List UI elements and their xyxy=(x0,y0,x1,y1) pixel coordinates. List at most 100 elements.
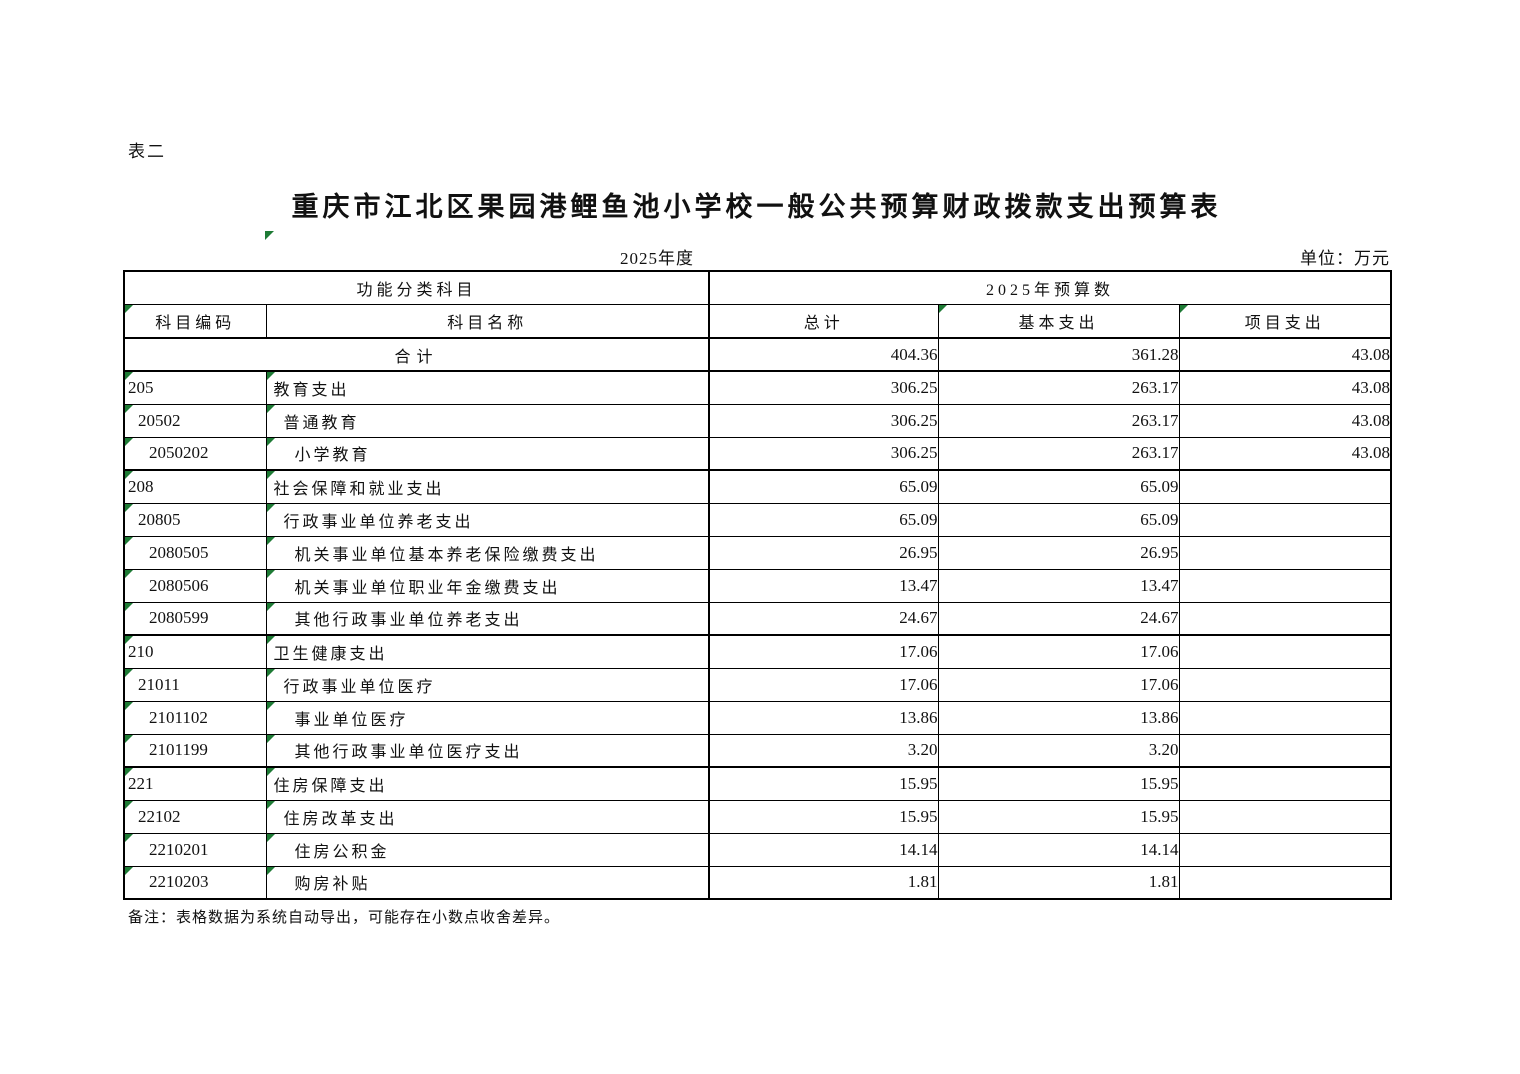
error-indicator-icon xyxy=(267,438,275,446)
col-header-total-label: 总计 xyxy=(803,314,844,332)
error-indicator-icon xyxy=(267,735,275,743)
basic-expense-value-cell: 17.06 xyxy=(937,634,1180,669)
table-row: 2080599 其他行政事业单位养老支出 24.67 24.67 xyxy=(123,601,1392,636)
subject-code-cell: 221 xyxy=(123,766,267,801)
error-indicator-icon xyxy=(267,405,275,413)
table-row: 2210203 购房补贴 1.81 1.81 xyxy=(123,865,1392,900)
total-value: 14.14 xyxy=(899,839,938,859)
subject-name: 普通教育 xyxy=(283,414,360,432)
error-indicator-icon xyxy=(267,537,275,545)
project-expense-value-cell xyxy=(1178,601,1392,636)
total-value: 17.06 xyxy=(899,641,938,661)
subject-name-cell: 行政事业单位医疗 xyxy=(265,667,710,702)
basic-expense-value: 263.17 xyxy=(1131,410,1179,430)
error-indicator-icon xyxy=(939,305,947,313)
basic-expense-value-cell: 26.95 xyxy=(937,535,1180,570)
project-expense-value-cell xyxy=(1178,700,1392,735)
total-value-cell: 65.09 xyxy=(708,502,939,537)
project-expense-value-cell xyxy=(1178,535,1392,570)
subject-name-cell: 普通教育 xyxy=(265,403,710,438)
total-row-basic: 361.28 xyxy=(937,337,1180,372)
col-header-project-expense-label: 项目支出 xyxy=(1244,314,1325,332)
form-label: 表二 xyxy=(128,142,166,161)
total-value-cell: 306.25 xyxy=(708,436,939,471)
col-header-subject-code-label: 科目编码 xyxy=(155,314,236,332)
basic-expense-value-cell: 1.81 xyxy=(937,865,1180,900)
subject-code-cell: 21011 xyxy=(123,667,267,702)
subject-name-cell: 行政事业单位养老支出 xyxy=(265,502,710,537)
total-value-cell: 1.81 xyxy=(708,865,939,900)
col-header-total: 总计 xyxy=(708,303,939,339)
basic-expense-value: 263.17 xyxy=(1131,377,1179,397)
header-budget-2025-label: 2025年预算数 xyxy=(986,281,1115,299)
subject-code: 21011 xyxy=(138,674,180,694)
total-value-cell: 26.95 xyxy=(708,535,939,570)
subject-code-cell: 2050202 xyxy=(123,436,267,471)
subject-code: 20805 xyxy=(138,509,181,529)
project-expense-value-cell xyxy=(1178,502,1392,537)
basic-expense-value-cell: 15.95 xyxy=(937,799,1180,834)
subject-code: 2101102 xyxy=(149,707,208,727)
total-value: 65.09 xyxy=(899,509,938,529)
project-expense-value-cell: 43.08 xyxy=(1178,370,1392,405)
col-header-subject-code: 科目编码 xyxy=(123,303,267,339)
project-expense-value-cell xyxy=(1178,832,1392,867)
subject-name-cell: 购房补贴 xyxy=(265,865,710,900)
table-header: 功能分类科目 2025年预算数 科目编码 科目名称 总计 基本支出 xyxy=(123,270,1392,339)
error-indicator-icon xyxy=(125,472,133,479)
table-row: 2080506 机关事业单位职业年金缴费支出 13.47 13.47 xyxy=(123,568,1392,603)
subject-name: 社会保障和就业支出 xyxy=(273,480,445,498)
total-value: 13.47 xyxy=(899,575,938,595)
error-indicator-icon xyxy=(125,702,133,710)
subject-name: 小学教育 xyxy=(294,447,371,465)
error-indicator-icon xyxy=(125,669,133,677)
subject-name-cell: 住房公积金 xyxy=(265,832,710,867)
subject-name-cell: 住房保障支出 xyxy=(265,766,710,801)
table-row: 2080505 机关事业单位基本养老保险缴费支出 26.95 26.95 xyxy=(123,535,1392,570)
basic-expense-value: 13.47 xyxy=(1140,575,1179,595)
table-body: 合计 404.36 361.28 43.08 205 教育支出 306.25 2… xyxy=(123,337,1392,900)
total-value: 1.81 xyxy=(907,872,938,892)
table-row: 22102 住房改革支出 15.95 15.95 xyxy=(123,799,1392,834)
subject-name: 教育支出 xyxy=(273,381,350,399)
error-indicator-icon xyxy=(125,801,133,809)
total-value-cell: 17.06 xyxy=(708,634,939,669)
basic-expense-value: 65.09 xyxy=(1140,509,1179,529)
error-indicator-icon xyxy=(125,769,133,776)
basic-expense-value-cell: 263.17 xyxy=(937,370,1180,405)
total-value: 13.86 xyxy=(899,707,938,727)
subject-name: 住房改革支出 xyxy=(283,810,398,828)
table-row: 20805 行政事业单位养老支出 65.09 65.09 xyxy=(123,502,1392,537)
subject-name: 事业单位医疗 xyxy=(294,711,409,729)
project-expense-value: 43.08 xyxy=(1351,377,1391,397)
subject-name-cell: 机关事业单位职业年金缴费支出 xyxy=(265,568,710,603)
subject-code-cell: 20805 xyxy=(123,502,267,537)
subject-name: 其他行政事业单位养老支出 xyxy=(294,612,523,630)
total-value-cell: 306.25 xyxy=(708,370,939,405)
subject-name-cell: 其他行政事业单位养老支出 xyxy=(265,601,710,636)
col-header-basic-expense-label: 基本支出 xyxy=(1018,314,1099,332)
total-value-cell: 13.86 xyxy=(708,700,939,735)
project-expense-value-cell xyxy=(1178,865,1392,900)
table-row: 21011 行政事业单位医疗 17.06 17.06 xyxy=(123,667,1392,702)
error-indicator-icon xyxy=(125,834,133,842)
table-row: 2101102 事业单位医疗 13.86 13.86 xyxy=(123,700,1392,735)
basic-expense-value-cell: 24.67 xyxy=(937,601,1180,636)
error-indicator-icon xyxy=(125,537,133,545)
basic-expense-value: 24.67 xyxy=(1140,608,1179,628)
basic-expense-value-cell: 15.95 xyxy=(937,766,1180,801)
project-expense-value-cell: 43.08 xyxy=(1178,403,1392,438)
total-row: 合计 404.36 361.28 43.08 xyxy=(123,337,1392,372)
total-value: 306.25 xyxy=(890,377,938,397)
project-expense-value-cell xyxy=(1178,568,1392,603)
subject-code: 2210201 xyxy=(149,839,209,859)
col-header-subject-name: 科目名称 xyxy=(265,303,710,339)
total-row-label-cell: 合计 xyxy=(123,337,710,372)
total-value: 15.95 xyxy=(899,806,938,826)
total-value-cell: 13.47 xyxy=(708,568,939,603)
total-value: 65.09 xyxy=(899,476,938,496)
subject-code-cell: 2210203 xyxy=(123,865,267,900)
subject-code-cell: 2210201 xyxy=(123,832,267,867)
total-row-project: 43.08 xyxy=(1178,337,1392,372)
total-value: 24.67 xyxy=(899,608,938,628)
